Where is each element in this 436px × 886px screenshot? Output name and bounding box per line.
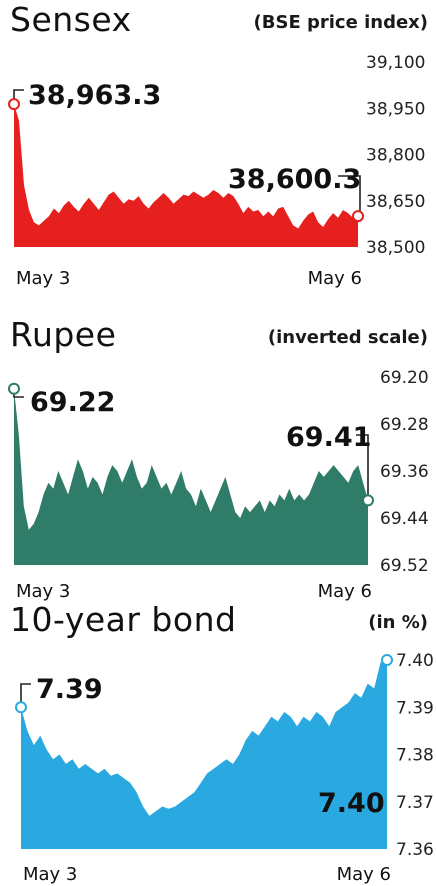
x-start-label: May 3 bbox=[23, 864, 77, 885]
rupee-subtitle: (inverted scale) bbox=[267, 327, 428, 348]
rupee-chart: 69.20 69.28 69.36 69.44 69.52 69.22 69.41 May 3… bbox=[0, 315, 436, 605]
y-tick-label: 69.36 bbox=[380, 462, 429, 482]
y-tick-label: 69.44 bbox=[380, 509, 429, 529]
area-series bbox=[14, 388, 368, 565]
end-leader-line bbox=[338, 175, 361, 217]
x-start-label: May 3 bbox=[16, 268, 70, 289]
y-tick-label: 69.28 bbox=[380, 415, 429, 435]
y-tick-label: 38,950 bbox=[366, 99, 425, 119]
end-value-label: 7.40 bbox=[318, 788, 385, 819]
start-point-marker bbox=[8, 98, 20, 111]
rupee-title: Rupee bbox=[10, 315, 117, 354]
y-tick-label: 69.20 bbox=[380, 368, 429, 388]
start-point-marker bbox=[15, 701, 27, 714]
x-start-label: May 3 bbox=[16, 581, 70, 602]
start-leader-line bbox=[20, 683, 31, 708]
end-point-marker bbox=[381, 654, 393, 666]
y-tick-label: 38,650 bbox=[366, 192, 425, 212]
rupee-chart-svg: 69.20 69.28 69.36 69.44 69.52 69.22 69.41 May 3… bbox=[8, 368, 429, 602]
y-tick-label: 7.39 bbox=[396, 698, 434, 718]
y-tick-label: 69.52 bbox=[380, 556, 429, 576]
bond-title: 10-year bond bbox=[10, 600, 237, 639]
start-value-label: 38,963.3 bbox=[28, 80, 161, 111]
sensex-chart: 39,100 38,950 38,800 38,650 38,500 38,963.3 38… bbox=[0, 0, 436, 295]
y-tick-label: 39,100 bbox=[366, 53, 425, 73]
end-point-marker bbox=[352, 210, 364, 223]
y-tick-label: 38,500 bbox=[366, 238, 425, 258]
bond-chart-svg: 7.40 7.39 7.38 7.37 7.36 7.39 7.40 May 3 May 6 bbox=[15, 651, 434, 885]
bond-panel: 10-year bond (in %) 7.40 7.39 7.38 7.37 7.36… bbox=[0, 600, 436, 886]
x-end-label: May 6 bbox=[337, 864, 391, 885]
y-tick-label: 7.38 bbox=[396, 746, 434, 766]
end-leader-line bbox=[356, 434, 369, 501]
end-point-marker bbox=[362, 494, 374, 507]
sensex-subtitle: (BSE price index) bbox=[253, 12, 428, 33]
end-value-label: 38,600.3 bbox=[228, 164, 361, 195]
y-tick-label: 7.36 bbox=[396, 840, 434, 860]
start-value-label: 7.39 bbox=[36, 674, 103, 705]
y-tick-label: 38,800 bbox=[366, 146, 425, 166]
y-tick-label: 7.40 bbox=[396, 651, 434, 671]
sensex-panel: Sensex (BSE price index) 39,100 38,950 38,… bbox=[0, 0, 436, 295]
start-point-marker bbox=[8, 382, 20, 395]
sensex-chart-svg: 39,100 38,950 38,800 38,650 38,500 38,963.3 38… bbox=[8, 53, 425, 289]
x-end-label: May 6 bbox=[308, 268, 362, 289]
area-series bbox=[14, 104, 358, 247]
bond-subtitle: (in %) bbox=[368, 612, 428, 633]
sensex-title: Sensex bbox=[10, 0, 132, 39]
y-tick-label: 7.37 bbox=[396, 793, 434, 813]
x-end-label: May 6 bbox=[318, 581, 372, 602]
bond-chart: 7.40 7.39 7.38 7.37 7.36 7.39 7.40 May 3 May 6 bbox=[0, 600, 436, 886]
rupee-panel: Rupee (inverted scale) 69.20 69.28 69.36 69… bbox=[0, 315, 436, 605]
start-value-label: 69.22 bbox=[30, 387, 115, 418]
area-series bbox=[21, 660, 387, 849]
end-value-label: 69.41 bbox=[286, 422, 371, 453]
